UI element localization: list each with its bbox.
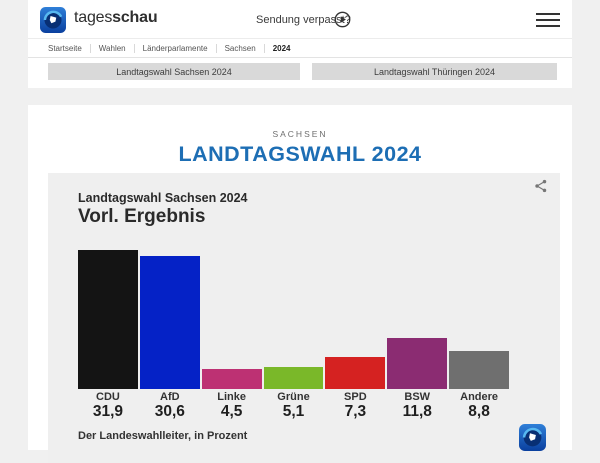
bar-label-BSW: BSW [404,391,431,403]
election-tabs: Landtagswahl Sachsen 2024 Landtagswahl Th… [28,58,572,87]
bar-label-SPD: SPD [344,391,367,403]
tab-sachsen[interactable]: Landtagswahl Sachsen 2024 [48,63,300,80]
page-title: LANDTAGSWAHL 2024 [178,142,422,166]
bar-CDU [78,249,138,389]
bar-value-Linke: 4,5 [220,403,243,420]
tab-thueringen[interactable]: Landtagswahl Thüringen 2024 [312,63,557,80]
bar-label-CDU: CDU [96,391,120,403]
labels-row: CDU AfD Linke Grüne SPD BSW Andere [78,391,509,403]
tagesschau-logo-icon[interactable] [40,7,66,33]
brand-bar: tagesschau Sendung verpasst? [28,0,572,39]
breadcrumb-item-länderparlamente[interactable]: Länderparlamente [135,43,217,53]
values-row: 31,9 30,6 4,5 5,1 7,3 11,8 8,8 [78,403,509,421]
bar-value-SPD: 7,3 [344,403,367,420]
breadcrumb-item-2024[interactable]: 2024 [272,43,291,53]
bar-value-BSW: 11,8 [402,403,432,420]
tagesschau-app-icon[interactable] [519,424,546,451]
chart-title: Landtagswahl Sachsen 2024 [78,191,248,205]
bar-label-AfD: AfD [160,391,180,403]
region-kicker: SACHSEN [272,129,328,139]
bar-Grüne [263,366,324,389]
bar-label-Andere: Andere [460,391,499,403]
brand-wordmark[interactable]: tagesschau [74,9,158,26]
menu-icon[interactable] [536,13,560,27]
breadcrumb-item-startseite[interactable]: Startseite [40,43,91,53]
bar-value-AfD: 30,6 [154,403,185,420]
breadcrumb: Startseite Wahlen Länderparlamente Sachsen 2… [28,39,572,58]
result-chart-card: Landtagswahl Sachsen 2024 Vorl. Ergebnis… [48,173,560,463]
bar-label-Linke: Linke [217,391,247,403]
bar-value-Grüne: 5,1 [282,403,305,420]
chart-subtitle: Vorl. Ergebnis [78,206,206,227]
bars-row [78,173,510,389]
bar-Andere [449,350,510,389]
bar-value-CDU: 31,9 [92,403,124,420]
sendung-verpasst-link[interactable]: Sendung verpasst? [256,14,351,26]
bar-Linke [201,369,262,389]
bar-value-Andere: 8,8 [468,403,490,420]
site-header: tagesschau Sendung verpasst? Startseite W… [28,0,572,88]
breadcrumb-item-wahlen[interactable]: Wahlen [91,43,135,53]
chart-source: Der Landeswahlleiter, in Prozent [78,430,248,442]
main-content: SACHSEN LANDTAGSWAHL 2024 Landtagswahl S… [28,105,572,463]
bar-AfD [139,255,200,389]
share-icon[interactable] [534,179,548,193]
bar-BSW [387,337,448,389]
bar-label-Grüne: Grüne [277,391,310,403]
breadcrumb-item-sachsen[interactable]: Sachsen [217,43,265,53]
play-icon[interactable] [334,11,351,28]
bar-SPD [325,357,386,389]
